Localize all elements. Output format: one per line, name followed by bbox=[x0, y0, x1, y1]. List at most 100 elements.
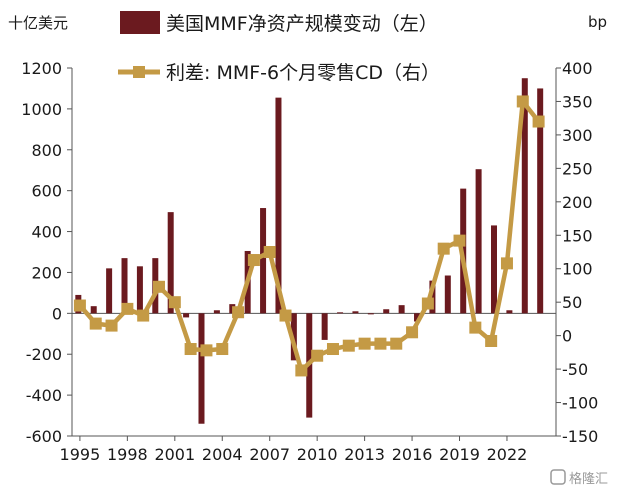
line-point bbox=[406, 326, 419, 339]
left-tick-label: -600 bbox=[26, 427, 62, 446]
line-point bbox=[73, 299, 86, 312]
line-point bbox=[326, 343, 339, 356]
bar bbox=[429, 280, 436, 314]
line-point bbox=[232, 306, 245, 319]
x-tick-label: 2007 bbox=[249, 445, 290, 464]
line-point bbox=[89, 317, 102, 330]
left-tick-label: 800 bbox=[31, 141, 62, 160]
bar bbox=[414, 313, 421, 322]
line-point bbox=[137, 309, 150, 322]
bar bbox=[398, 305, 405, 314]
legend-bar-label: 美国MMF净资产规模变动（左） bbox=[166, 13, 438, 35]
watermark: 格隆汇 bbox=[550, 469, 608, 487]
line-point bbox=[358, 337, 371, 350]
line-point bbox=[168, 296, 181, 309]
watermark-logo bbox=[550, 469, 566, 485]
right-tick-label: -100 bbox=[562, 394, 598, 413]
line-point bbox=[184, 343, 197, 356]
right-axis-ticks: -150 -100 -50 0 50 100 150 200 250 300 350 400 bbox=[556, 59, 598, 446]
line-point bbox=[152, 280, 165, 293]
bar bbox=[367, 313, 374, 315]
line-point bbox=[342, 339, 355, 352]
bar bbox=[106, 268, 113, 314]
left-axis-unit: 十亿美元 bbox=[8, 14, 68, 32]
right-tick-label: 300 bbox=[562, 126, 593, 145]
bar bbox=[506, 310, 513, 314]
left-tick-label: -400 bbox=[26, 386, 62, 405]
bar bbox=[121, 258, 128, 314]
legend-line-label: 利差: MMF-6个月零售CD（右） bbox=[166, 62, 440, 84]
line-point bbox=[279, 309, 292, 322]
bar bbox=[490, 225, 497, 314]
right-axis-unit: bp bbox=[588, 13, 607, 31]
bar bbox=[383, 309, 390, 314]
line-point bbox=[263, 246, 276, 258]
bar bbox=[167, 212, 174, 314]
left-tick-label: 1200 bbox=[21, 59, 62, 78]
right-tick-label: 200 bbox=[562, 193, 593, 212]
right-tick-label: -150 bbox=[562, 427, 598, 446]
bar bbox=[213, 310, 220, 314]
bar-series bbox=[75, 78, 544, 424]
bar bbox=[352, 311, 359, 314]
line-point bbox=[295, 364, 308, 377]
left-axis-ticks: -600 -400 -200 0 200 400 600 800 1000 1200 bbox=[21, 59, 72, 446]
x-tick-label: 2010 bbox=[297, 445, 338, 464]
legend: 美国MMF净资产规模变动（左） 利差: MMF-6个月零售CD（右） bbox=[118, 11, 440, 84]
bar bbox=[337, 312, 344, 314]
line-point bbox=[216, 343, 229, 356]
line-point bbox=[485, 334, 498, 347]
x-axis-ticks: 1995 1998 2001 2004 2007 2010 2013 2016 2019 2022 bbox=[60, 436, 528, 464]
bar bbox=[321, 313, 328, 340]
watermark-text: 格隆汇 bbox=[569, 471, 608, 487]
right-tick-label: -50 bbox=[562, 360, 588, 379]
x-tick-label: 2001 bbox=[154, 445, 195, 464]
right-tick-label: 150 bbox=[562, 226, 593, 245]
bar bbox=[537, 88, 544, 314]
x-tick-label: 2022 bbox=[487, 445, 528, 464]
right-tick-label: 400 bbox=[562, 59, 593, 78]
right-tick-label: 0 bbox=[562, 327, 572, 346]
left-tick-label: 400 bbox=[31, 223, 62, 242]
line-point bbox=[247, 254, 260, 267]
line-point bbox=[437, 242, 450, 255]
x-tick-label: 1995 bbox=[60, 445, 101, 464]
line-point bbox=[374, 337, 387, 350]
line-point bbox=[421, 297, 434, 310]
line-point bbox=[105, 319, 118, 332]
bar bbox=[521, 78, 528, 314]
bar bbox=[183, 313, 190, 318]
left-tick-label: 600 bbox=[31, 182, 62, 201]
x-tick-label: 1998 bbox=[107, 445, 148, 464]
left-tick-label: 1000 bbox=[21, 100, 62, 119]
line-point bbox=[532, 115, 545, 128]
bar bbox=[275, 97, 282, 314]
line-point bbox=[516, 95, 529, 108]
left-tick-label: 0 bbox=[52, 304, 62, 323]
line-point bbox=[469, 321, 482, 334]
line-series bbox=[73, 95, 545, 377]
line-point bbox=[311, 349, 324, 362]
x-tick-label: 2004 bbox=[202, 445, 243, 464]
x-tick-label: 2016 bbox=[392, 445, 433, 464]
bar bbox=[260, 208, 267, 314]
right-tick-label: 100 bbox=[562, 260, 593, 279]
bar bbox=[475, 169, 482, 314]
bar bbox=[136, 266, 143, 314]
left-tick-label: 200 bbox=[31, 263, 62, 282]
legend-line-marker bbox=[133, 66, 145, 78]
axes bbox=[71, 68, 557, 437]
bar bbox=[444, 275, 451, 314]
x-tick-label: 2013 bbox=[344, 445, 385, 464]
line-point bbox=[453, 234, 466, 247]
legend-bar-swatch bbox=[120, 11, 160, 34]
right-tick-label: 250 bbox=[562, 159, 593, 178]
left-tick-label: -200 bbox=[26, 345, 62, 364]
line-point bbox=[121, 302, 134, 315]
bar bbox=[90, 306, 97, 314]
x-tick-label: 2019 bbox=[439, 445, 480, 464]
line-point bbox=[500, 257, 513, 270]
right-tick-label: 350 bbox=[562, 92, 593, 111]
line-point bbox=[390, 337, 403, 350]
